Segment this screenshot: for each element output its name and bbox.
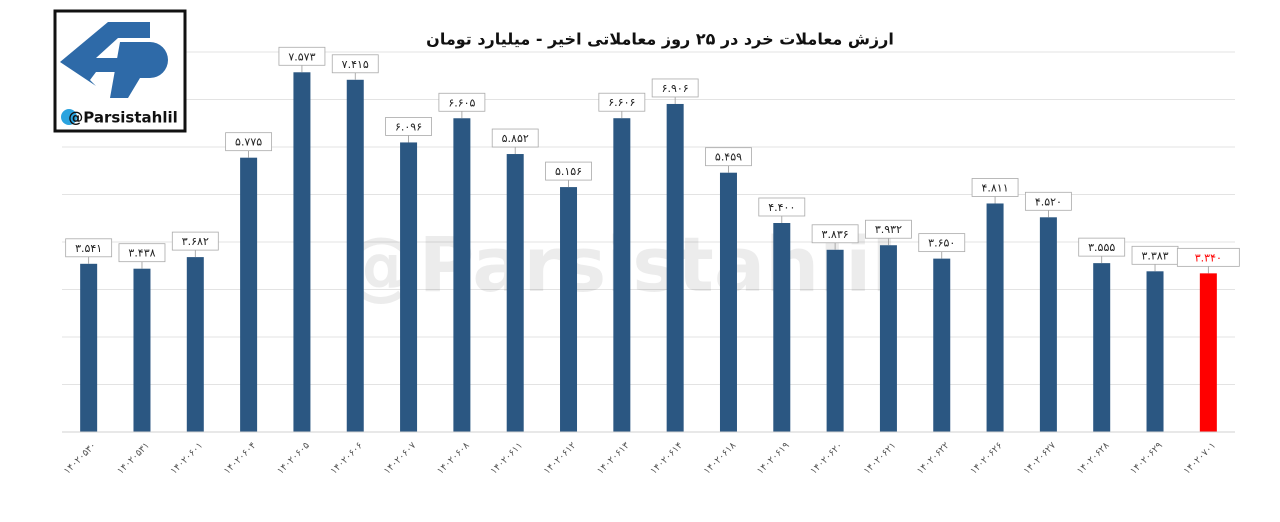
x-tick-label: ۱۴۰۲۰۶۰۸ xyxy=(435,440,472,477)
data-label-box xyxy=(545,161,592,181)
data-label: ۳.۸۳۶ xyxy=(822,228,849,241)
bar xyxy=(80,263,98,432)
x-tick-label: ۱۴۰۲۰۶۲۷ xyxy=(1022,440,1059,477)
logo-text: @Parsistahlil xyxy=(68,109,178,127)
data-label: ۷.۴۱۵ xyxy=(342,58,369,71)
data-label-box xyxy=(1176,247,1240,267)
data-label: ۶.۶۰۵ xyxy=(448,96,475,109)
bar xyxy=(1199,273,1217,432)
x-tick-label: ۱۴۰۲۰۶۱۲ xyxy=(542,440,579,477)
bar xyxy=(293,72,311,432)
bar xyxy=(826,249,844,432)
bar xyxy=(506,154,524,432)
x-tick-label: ۱۴۰۲۰۶۱۴ xyxy=(648,440,685,477)
data-label: ۴.۸۱۱ xyxy=(981,181,1008,194)
x-tick-label: ۱۴۰۲۰۶۲۱ xyxy=(862,440,899,477)
data-label-box xyxy=(491,128,539,148)
x-tick-label: ۱۴۰۲۰۶۲۲ xyxy=(915,440,952,477)
data-label: ۵.۸۵۲ xyxy=(502,132,529,145)
x-tick-label: ۱۴۰۲۰۶۰۴ xyxy=(222,440,259,477)
data-label-box xyxy=(171,231,219,251)
x-tick-label: ۱۴۰۲۰۶۲۸ xyxy=(1075,440,1112,477)
bar xyxy=(773,223,791,432)
data-label-box xyxy=(971,178,1019,197)
x-tick-label: ۱۴۰۲۰۶۰۵ xyxy=(275,440,312,477)
bar xyxy=(879,245,897,432)
data-label-box xyxy=(865,219,912,239)
x-tick-label: ۱۴۰۲۰۶۲۶ xyxy=(968,440,1005,477)
data-label: ۷.۵۷۳ xyxy=(288,50,315,63)
data-label-box xyxy=(811,224,859,244)
x-tick-label: ۱۴۰۲۰۶۱۳ xyxy=(595,440,632,477)
data-label: ۵.۷۷۵ xyxy=(235,136,262,149)
data-label-box xyxy=(65,238,113,258)
data-label-box xyxy=(331,54,379,74)
data-label: ۳.۵۵۵ xyxy=(1088,241,1115,254)
data-label: ۶.۹۰۶ xyxy=(662,82,689,95)
x-tick-label: ۱۴۰۲۰۶۰۷ xyxy=(382,440,419,477)
data-label-box xyxy=(1024,191,1072,211)
x-tick-label: ۱۴۰۲۰۶۲۹ xyxy=(1128,440,1165,477)
data-label-box xyxy=(118,243,166,263)
data-label: ۶.۶۰۶ xyxy=(608,96,635,109)
logo: @Parsistahlil xyxy=(53,9,187,133)
x-tick-label: ۱۴۰۲۰۵۳۱ xyxy=(115,440,152,477)
data-label: ۳.۳۸۳ xyxy=(1141,249,1168,262)
data-label: ۴.۵۲۰ xyxy=(1035,195,1062,208)
data-label: ۳.۹۳۲ xyxy=(875,223,902,236)
data-label-box xyxy=(225,132,273,152)
bar xyxy=(1093,263,1111,432)
data-label: ۳.۳۴۰ xyxy=(1195,251,1222,264)
bar xyxy=(346,79,364,432)
x-tick-label: ۱۴۰۲۰۷۰۱ xyxy=(1182,440,1219,477)
x-tick-label: ۱۴۰۲۰۶۱۱ xyxy=(488,440,525,477)
bar xyxy=(613,118,631,432)
bar xyxy=(186,257,204,432)
x-tick-label: ۱۴۰۲۰۶۰۶ xyxy=(328,440,365,477)
bar xyxy=(986,203,1004,432)
telegram-icon xyxy=(61,109,77,125)
data-label-box xyxy=(651,78,699,98)
bar xyxy=(719,172,737,432)
x-tick-label: ۱۴۰۲۰۶۱۸ xyxy=(702,440,739,477)
bar xyxy=(1039,217,1057,432)
data-label-box xyxy=(598,92,646,112)
bar xyxy=(133,268,151,432)
bar xyxy=(240,157,258,432)
bar xyxy=(560,187,578,432)
data-label-box xyxy=(278,46,326,66)
data-label: ۳.۶۵۰ xyxy=(928,237,955,250)
data-label-box xyxy=(705,147,752,167)
x-tick-label: ۱۴۰۲۰۶۱۹ xyxy=(755,440,792,477)
data-label: ۳.۶۸۲ xyxy=(182,235,209,248)
chart-title: ارزش معاملات خرد در ۲۵ روز معاملاتی اخیر… xyxy=(426,30,894,49)
logo-mark xyxy=(110,42,168,98)
bar xyxy=(1146,271,1164,432)
data-label-box xyxy=(1078,237,1126,257)
data-label: ۶.۰۹۶ xyxy=(395,120,422,133)
bar xyxy=(933,258,951,432)
data-label-box xyxy=(385,117,432,136)
data-label: ۳.۵۴۱ xyxy=(75,242,102,255)
bar xyxy=(666,103,684,432)
data-label: ۴.۴۰۰ xyxy=(768,201,795,214)
x-tick-label: ۱۴۰۲۰۵۳۰ xyxy=(62,440,99,477)
x-tick-label: ۱۴۰۲۰۶۲۰ xyxy=(808,440,845,477)
data-label: ۳.۴۳۸ xyxy=(128,247,155,260)
bar xyxy=(453,118,471,432)
x-tick-label: ۱۴۰۲۰۶۰۱ xyxy=(169,440,206,477)
data-label: ۵.۴۵۹ xyxy=(715,151,742,164)
data-label-box xyxy=(438,92,486,112)
data-label: ۵.۱۵۶ xyxy=(555,165,582,178)
bar xyxy=(400,142,418,432)
data-label-box xyxy=(758,197,806,217)
data-label-box xyxy=(918,233,966,253)
